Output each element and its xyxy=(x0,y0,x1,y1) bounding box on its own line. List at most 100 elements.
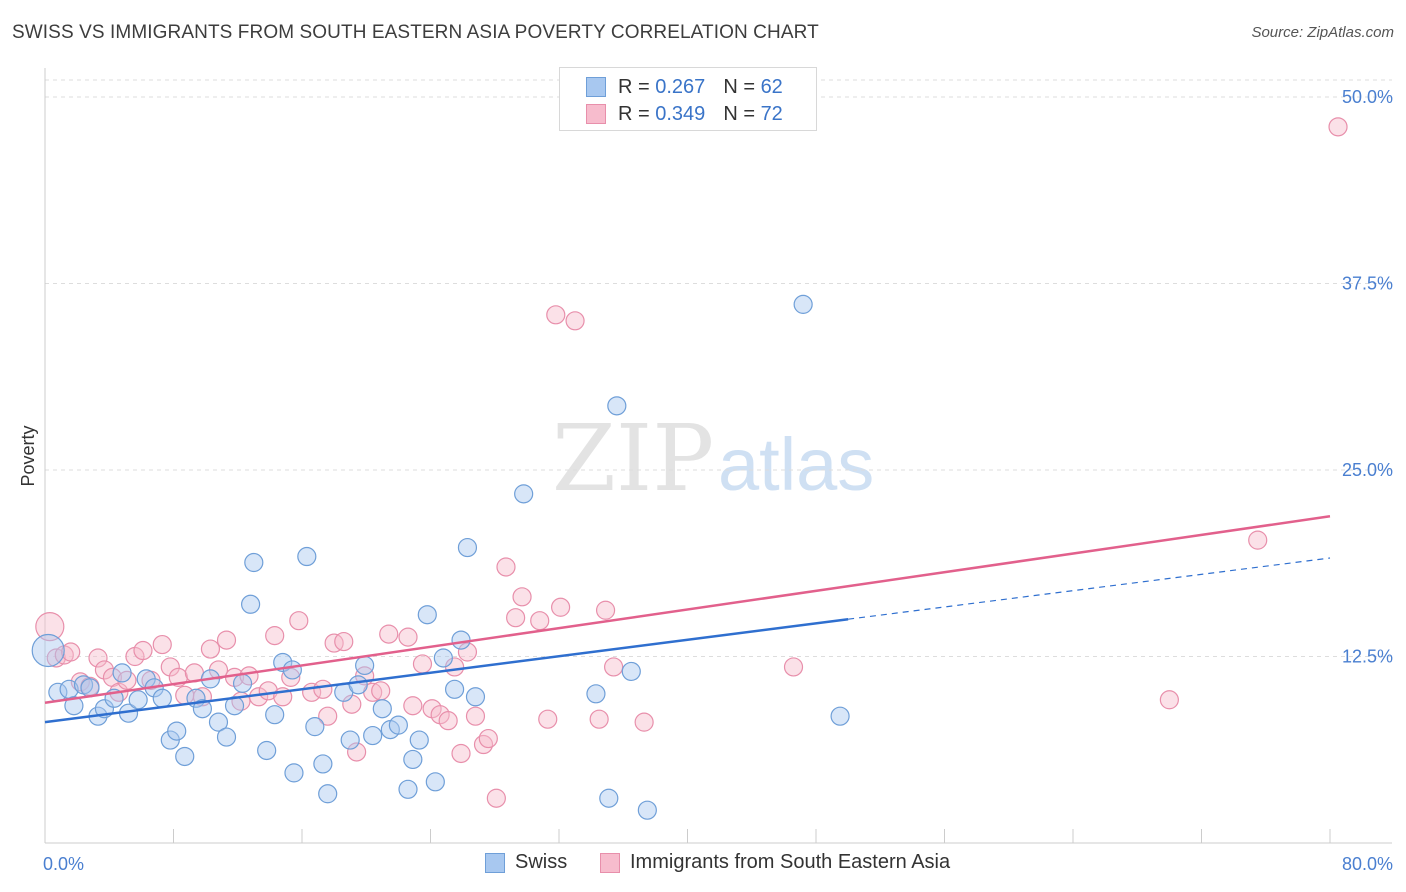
imm-r-label: R = xyxy=(618,102,650,125)
imm-r-value: 0.349 xyxy=(655,102,706,125)
y-tick-label: 50.0% xyxy=(1342,87,1393,107)
y-axis-label: Poverty xyxy=(18,425,38,486)
swiss-point xyxy=(305,717,325,737)
swiss-point xyxy=(297,546,317,567)
swiss-point xyxy=(444,679,465,699)
swiss-point xyxy=(64,696,84,716)
immigrants-point xyxy=(200,639,221,659)
swiss-point xyxy=(417,605,437,625)
immigrants-point xyxy=(324,633,344,653)
swiss-point xyxy=(586,684,606,704)
y-tick-label: 37.5% xyxy=(1342,274,1393,294)
swiss-trend-line xyxy=(44,617,849,724)
immigrants-point xyxy=(451,743,471,764)
swiss-point xyxy=(313,754,333,774)
immigrants-point xyxy=(216,630,237,650)
legend-item-immigrants[interactable]: Immigrants from South Eastern Asia xyxy=(600,851,950,874)
swiss-point xyxy=(621,661,641,682)
imm-n-value: 72 xyxy=(760,102,783,125)
swiss-point xyxy=(363,725,383,746)
swiss-point xyxy=(599,788,619,808)
swiss-n-label: N = xyxy=(723,75,755,98)
swiss-point xyxy=(793,294,813,314)
immigrants-point xyxy=(35,612,65,642)
immigrants-point xyxy=(634,712,654,732)
immigrants-point xyxy=(133,640,153,661)
immigrants-point xyxy=(371,681,391,701)
swiss-point xyxy=(388,715,408,735)
swiss-point xyxy=(340,730,360,750)
immigrants-point xyxy=(595,600,616,620)
immigrants-point xyxy=(512,587,532,607)
immigrants-legend-label: Immigrants from South Eastern Asia xyxy=(630,851,951,873)
y-tick-labels: 12.5% 25.0% 37.5% 50.0% xyxy=(1342,87,1393,667)
immigrants-point xyxy=(398,627,418,647)
swiss-legend-swatch xyxy=(485,852,505,873)
swiss-point xyxy=(152,688,172,708)
chart-title: SWISS VS IMMIGRANTS FROM SOUTH EASTERN A… xyxy=(12,22,819,43)
swiss-point xyxy=(128,690,148,710)
swiss-point xyxy=(167,721,187,741)
immigrants-point xyxy=(478,728,498,749)
legend-row-immigrants: R = 0.349 N = 72 xyxy=(586,102,783,126)
swiss-point xyxy=(282,660,302,680)
watermark-zip: ZIP xyxy=(552,405,714,512)
swiss-trend-extension xyxy=(848,557,1331,620)
immigrants-point xyxy=(530,611,550,631)
immigrants-point xyxy=(403,696,423,716)
swiss-point xyxy=(514,484,534,504)
immigrants-point xyxy=(1248,530,1268,550)
immigrants-point xyxy=(313,679,333,699)
swiss-point xyxy=(31,633,65,668)
correlation-legend: R = 0.267 N = 62 R = 0.349 N = 72 xyxy=(559,67,817,131)
immigrants-point xyxy=(465,706,486,726)
immigrants-point xyxy=(412,654,433,674)
immigrants-point xyxy=(538,709,558,729)
swiss-points xyxy=(31,294,850,820)
swiss-swatch xyxy=(586,77,606,97)
legend-row-swiss: R = 0.267 N = 62 xyxy=(586,75,783,99)
watermark: ZIP atlas xyxy=(552,405,874,512)
swiss-point xyxy=(216,727,237,747)
series-legend: Swiss Immigrants from South Eastern Asia xyxy=(0,851,1406,879)
immigrants-point xyxy=(61,642,81,662)
swiss-point xyxy=(637,800,657,820)
immigrants-point xyxy=(506,608,526,628)
swiss-point xyxy=(451,630,471,650)
swiss-point xyxy=(284,763,304,783)
swiss-point xyxy=(244,552,264,573)
immigrants-point xyxy=(1328,117,1348,137)
immigrants-point xyxy=(289,611,309,631)
immigrants-point xyxy=(783,657,804,677)
swiss-point xyxy=(425,772,445,792)
immigrants-point xyxy=(152,634,172,655)
immigrants-point xyxy=(546,305,566,325)
swiss-point xyxy=(372,699,392,719)
immigrants-point xyxy=(1159,690,1179,710)
swiss-point xyxy=(241,594,261,614)
x-tick-label: 80.0% xyxy=(1342,854,1393,874)
swiss-point xyxy=(257,740,277,761)
swiss-point xyxy=(318,784,338,804)
immigrants-point xyxy=(486,788,506,808)
source-credit: Source: ZipAtlas.com xyxy=(1251,24,1394,41)
x-tick-label: 0.0% xyxy=(43,854,84,874)
immigrants-point xyxy=(551,597,571,617)
immigrants-point xyxy=(334,631,354,652)
swiss-legend-label: Swiss xyxy=(515,851,568,873)
y-tick-label: 25.0% xyxy=(1342,460,1393,480)
watermark-atlas: atlas xyxy=(718,423,874,506)
immigrants-point xyxy=(318,706,338,726)
legend-item-swiss[interactable]: Swiss xyxy=(485,851,567,874)
immigrants-legend-swatch xyxy=(600,852,620,873)
immigrants-point xyxy=(281,667,301,687)
immigrants-point xyxy=(347,742,367,762)
swiss-point xyxy=(409,730,429,750)
immigrants-point xyxy=(565,311,585,331)
imm-n-label: N = xyxy=(723,102,755,125)
swiss-point xyxy=(175,746,195,767)
immigrants-point xyxy=(604,657,624,677)
swiss-point xyxy=(403,749,423,770)
immigrants-point xyxy=(496,557,516,577)
